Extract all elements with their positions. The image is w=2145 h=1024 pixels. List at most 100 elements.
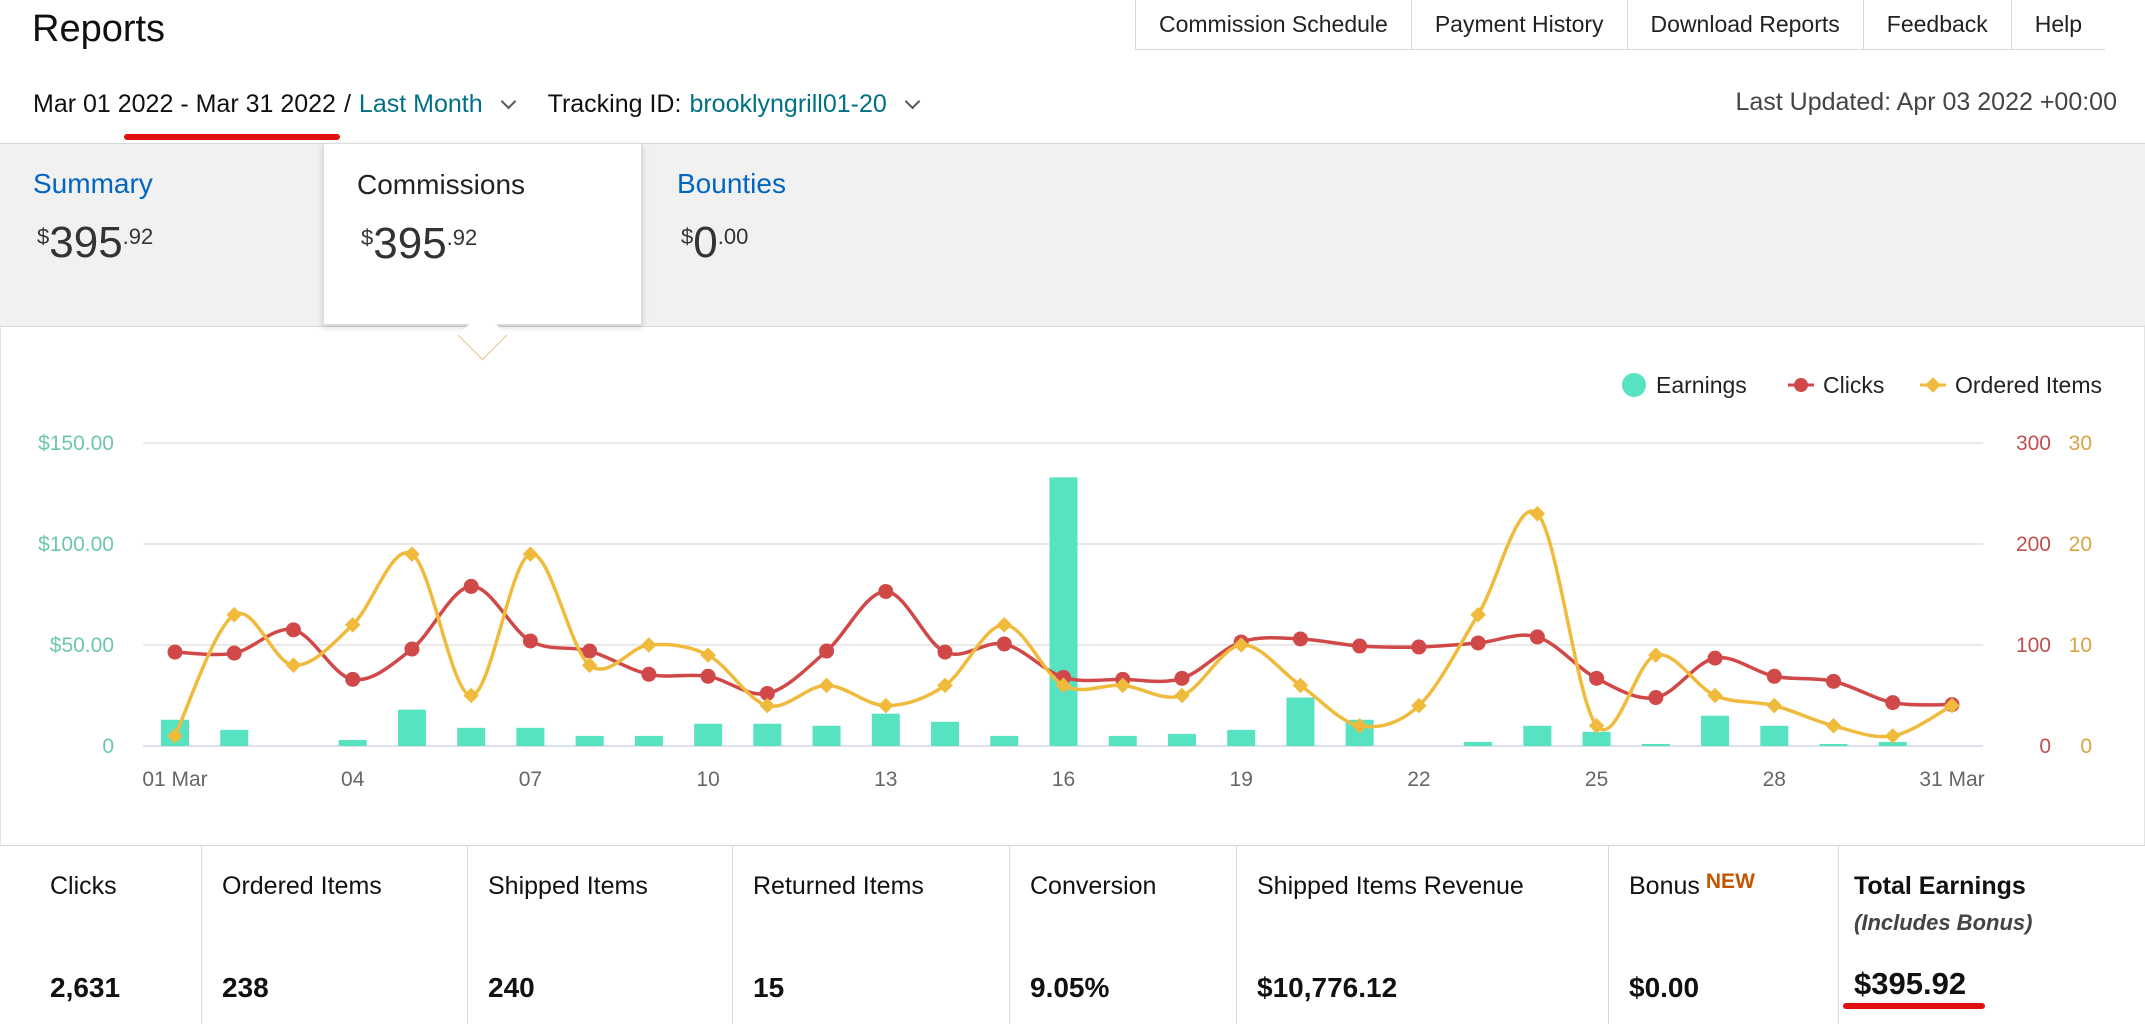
ordered-items-point	[700, 647, 716, 663]
metric-label: Shipped Items	[488, 872, 648, 900]
metric-value: 2,631	[50, 972, 121, 1003]
clicks-point	[996, 636, 1012, 652]
earnings-bar	[1464, 741, 1493, 746]
nav-download-reports[interactable]: Download Reports	[1628, 0, 1864, 49]
clicks-point	[1411, 639, 1427, 655]
chevron-down-icon[interactable]	[500, 93, 516, 110]
tab-summary[interactable]: Summary $395.92	[0, 143, 323, 325]
metric-bonus: Bonus NEW $0.00	[1609, 846, 1839, 1024]
earnings-bar	[1227, 729, 1256, 746]
legend-label: Ordered Items	[1955, 372, 2102, 398]
y-axis-clicks-tick: 0	[2039, 735, 2051, 758]
clicks-point	[759, 685, 775, 701]
legend-clicks-swatch	[1794, 378, 1808, 392]
legend-earnings-swatch	[1622, 373, 1646, 397]
metric-value: 240	[488, 972, 535, 1003]
y-axis-clicks-tick: 300	[2016, 432, 2051, 455]
tab-commissions-label: Commissions	[357, 169, 526, 200]
metric-total-earnings: Total Earnings (Includes Bonus) $395.92	[1839, 846, 2145, 1024]
x-axis-tick: 16	[1052, 768, 1075, 791]
x-axis-tick: 25	[1585, 768, 1608, 791]
metric-label: Total Earnings	[1854, 872, 2026, 900]
metric-value: 238	[222, 972, 269, 1003]
legend-label: Earnings	[1656, 372, 1747, 398]
tab-bounties[interactable]: Bounties $0.00	[644, 143, 964, 325]
commissions-amount: $395.92	[361, 219, 478, 268]
ordered-items-point	[1470, 606, 1486, 623]
new-badge: NEW	[1705, 870, 1755, 893]
clicks-point	[1352, 638, 1368, 654]
metric-sublabel: (Includes Bonus)	[1854, 910, 2033, 935]
ordered-items-point	[1055, 677, 1072, 694]
earnings-chart: $150.00$100.00$50.0003002001000302010001…	[38, 372, 2102, 791]
clicks-point	[641, 666, 657, 682]
legend-label: Clicks	[1823, 372, 1884, 398]
x-axis-tick: 19	[1230, 768, 1253, 791]
y-axis-items-tick: 30	[2069, 432, 2092, 455]
tab-summary-label: Summary	[33, 168, 153, 199]
ordered-items-point	[1411, 697, 1427, 714]
legend-items-swatch	[1925, 377, 1941, 393]
earnings-bar	[1523, 725, 1552, 746]
x-axis-tick: 28	[1763, 768, 1786, 791]
metric-label: Conversion	[1030, 872, 1157, 900]
metric-shipped-items: Shipped Items 240	[468, 846, 733, 1024]
clicks-point	[1648, 690, 1664, 706]
metric-label: Bonus NEW	[1629, 870, 1755, 900]
earnings-bar	[1641, 743, 1670, 746]
annotation-underline	[124, 134, 340, 140]
clicks-point	[522, 633, 538, 649]
earnings-bar	[1819, 743, 1848, 746]
earnings-bar	[1049, 477, 1078, 746]
clicks-point	[1766, 668, 1782, 684]
date-range-text: Mar 01 2022 - Mar 31 2022	[33, 90, 336, 118]
metric-label: Returned Items	[753, 872, 924, 900]
earnings-bar	[575, 735, 604, 746]
clicks-point	[463, 578, 479, 594]
top-nav: Commission Schedule Payment History Down…	[1135, 0, 2106, 50]
clicks-point	[1589, 670, 1605, 686]
earnings-bar	[1878, 741, 1907, 746]
clicks-point	[1292, 631, 1308, 647]
clicks-point	[819, 643, 835, 659]
metric-conversion: Conversion 9.05%	[1010, 846, 1237, 1024]
ordered-items-point	[996, 617, 1013, 633]
annotation-underline	[1843, 1003, 1985, 1009]
y-axis-items-tick: 20	[2069, 533, 2092, 556]
ordered-items-point	[522, 546, 539, 562]
tab-commissions[interactable]: Commissions $395.92	[323, 143, 642, 325]
metric-label: Clicks	[50, 872, 117, 900]
nav-payment-history[interactable]: Payment History	[1412, 0, 1628, 49]
clicks-point	[285, 622, 301, 638]
y-axis-clicks-tick: 100	[2016, 634, 2051, 657]
chevron-down-icon[interactable]	[904, 93, 921, 110]
y-axis-left-tick: $50.00	[50, 634, 114, 657]
x-axis-tick: 22	[1407, 768, 1430, 791]
period-dropdown[interactable]: Last Month	[358, 90, 483, 118]
y-axis-items-tick: 0	[2080, 735, 2092, 758]
earnings-bar	[694, 723, 723, 746]
metric-label: Shipped Items Revenue	[1257, 872, 1524, 900]
earnings-bar	[457, 727, 486, 746]
clicks-point	[345, 671, 361, 687]
ordered-items-point	[1292, 677, 1309, 694]
clicks-point	[1174, 670, 1190, 686]
clicks-point	[700, 668, 716, 684]
nav-commission-schedule[interactable]: Commission Schedule	[1136, 0, 1412, 49]
metric-value: 9.05%	[1030, 972, 1110, 1003]
tracking-id-dropdown[interactable]: brooklyngrill01-20	[689, 90, 887, 118]
x-axis-tick: 01 Mar	[142, 768, 207, 791]
ordered-items-point	[818, 677, 835, 694]
x-axis-tick: 04	[341, 768, 365, 791]
x-axis-tick: 10	[696, 768, 719, 791]
ordered-items-point	[167, 728, 183, 744]
clicks-point	[1826, 673, 1842, 689]
metric-ordered-items: Ordered Items 238	[202, 846, 468, 1024]
bounties-amount: $0.00	[681, 218, 749, 267]
nav-help[interactable]: Help	[2034, 11, 2083, 37]
earnings-bar	[1108, 735, 1137, 746]
nav-feedback[interactable]: Feedback	[1864, 0, 2012, 49]
clicks-point	[937, 644, 953, 660]
ordered-items-point	[759, 697, 776, 714]
earnings-bar	[1286, 697, 1315, 746]
